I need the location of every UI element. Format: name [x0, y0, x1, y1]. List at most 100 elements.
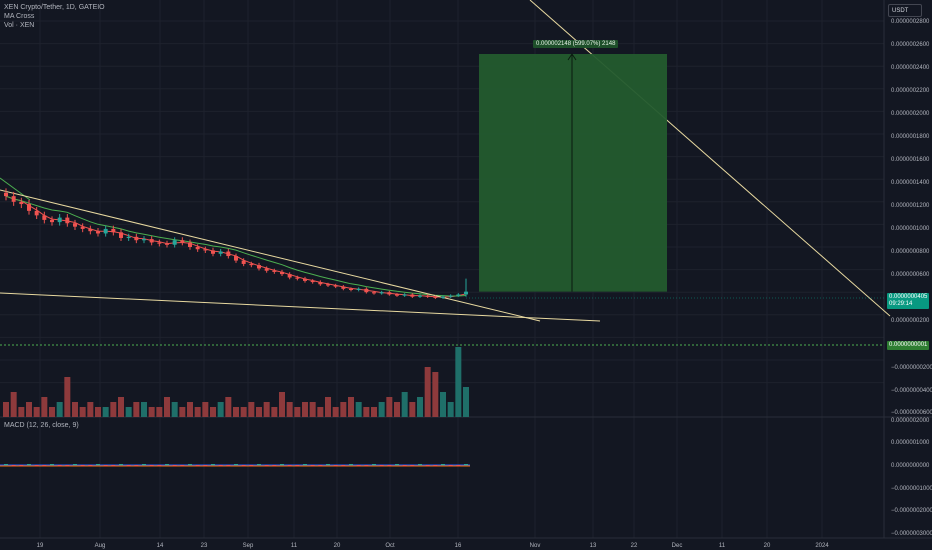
time-axis-label: 14 — [157, 543, 164, 549]
symbol-legend[interactable]: XEN Crypto/Tether, 1D, GATEIO — [4, 4, 105, 11]
time-axis-label: 20 — [764, 543, 771, 549]
time-axis-label: 13 — [590, 543, 597, 549]
price-axis-label: 0.0000001200 — [891, 203, 930, 209]
macd-histogram-bar — [42, 465, 47, 467]
price-axis-label: 0.0000002200 — [891, 88, 930, 94]
candle-body — [96, 231, 100, 234]
macd-histogram-bar — [11, 465, 16, 467]
candle-body — [172, 240, 177, 245]
macd-axis-label: −0.0000001000 — [891, 486, 932, 492]
price-axis-label: −0.0000000200 — [891, 365, 932, 371]
volume-bar — [3, 402, 9, 417]
price-axis-label: −0.0000000400 — [891, 388, 932, 394]
volume-bar — [10, 392, 17, 417]
volume-bar — [164, 397, 170, 417]
currency-button[interactable]: USDT — [888, 4, 922, 17]
macd-histogram-bar — [165, 464, 169, 466]
volume-legend[interactable]: Vol · XEN — [4, 22, 35, 29]
volume-bar — [187, 402, 193, 417]
macd-axis-label: −0.0000002000 — [891, 508, 932, 514]
candle-body — [80, 226, 85, 229]
price-axis-label: 0.0000001600 — [891, 157, 930, 163]
time-axis-label: Aug — [95, 543, 106, 549]
candle-body — [456, 294, 461, 296]
macd-histogram-bar — [272, 465, 277, 467]
candle-body — [73, 223, 77, 227]
macd-histogram-bar — [34, 465, 39, 467]
macd-pane — [0, 464, 470, 467]
candles — [4, 188, 468, 300]
long-position-tool — [479, 53, 667, 292]
price-axis-label: −0.0000000600 — [891, 410, 932, 416]
candle-body — [149, 239, 154, 243]
volume-bar — [194, 407, 201, 417]
volume-bar — [95, 407, 101, 417]
volume-bar — [271, 407, 278, 417]
volume-bar — [179, 407, 186, 417]
macd-histogram-bar — [65, 465, 70, 467]
price-axis-label: 0.0000001400 — [891, 180, 930, 186]
volume-bar — [378, 402, 385, 417]
candle-body — [11, 196, 16, 202]
macd-histogram-bar — [318, 465, 323, 467]
macd-histogram-bar — [257, 464, 261, 466]
volume-bar — [371, 407, 377, 417]
macd-histogram-bar — [310, 465, 315, 467]
macd-histogram-bar — [387, 465, 392, 467]
macd-histogram-bar — [126, 465, 131, 467]
candle-body — [303, 278, 307, 281]
volume-bar — [87, 402, 94, 417]
macd-axis-label: −0.0000003000 — [891, 531, 932, 537]
candle-body — [272, 270, 277, 272]
price-axis-label: 0.0000001000 — [891, 226, 930, 232]
macd-histogram-bar — [73, 464, 77, 466]
candle-body — [211, 250, 215, 254]
ma-slow-line — [5, 195, 467, 297]
candle-body — [318, 282, 323, 285]
volume-bar — [118, 397, 124, 417]
time-axis-label: 11 — [719, 543, 726, 549]
macd-histogram-bar — [96, 464, 100, 466]
macd-legend[interactable]: MACD (12, 26, close, 9) — [4, 422, 79, 429]
grid — [0, 0, 932, 538]
macd-histogram-bar — [180, 465, 185, 467]
macd-histogram-bar — [364, 465, 369, 467]
volume-bar — [256, 407, 262, 417]
price-axis-label: 0.0000002400 — [891, 65, 930, 71]
macd-histogram-bar — [134, 465, 139, 467]
time-axis-label: 23 — [201, 543, 208, 549]
volume-bar — [325, 397, 331, 417]
volume-bar — [133, 402, 140, 417]
candle-body — [387, 292, 392, 295]
price-axis-label: 0.0000000200 — [891, 318, 930, 324]
candle-body — [134, 236, 139, 241]
candle-body — [341, 286, 346, 289]
time-axis-label: 11 — [291, 543, 298, 549]
volume-bar — [309, 402, 316, 417]
volume-bar — [56, 402, 63, 417]
countdown-value: 09:29:14 — [889, 301, 913, 307]
volume-bar — [248, 402, 255, 417]
volume-bar — [432, 372, 439, 417]
candle-body — [264, 268, 269, 271]
volume-bar — [455, 347, 462, 417]
volume-bar — [110, 402, 117, 417]
time-axis-label: 22 — [631, 543, 638, 549]
candle-body — [111, 228, 116, 233]
macd-histogram-bar — [410, 465, 415, 467]
candle-body — [19, 201, 24, 205]
time-axis-label: Dec — [672, 543, 683, 549]
time-axis-label: 20 — [334, 543, 341, 549]
candle-body — [34, 210, 39, 216]
macd-histogram-bar — [418, 464, 422, 466]
time-axis-label: Nov — [530, 543, 541, 549]
volume-bar — [386, 397, 393, 417]
time-axis-label: 19 — [37, 543, 44, 549]
candle-body — [441, 296, 445, 298]
volume-bar — [401, 392, 408, 417]
ma-cross-legend[interactable]: MA Cross — [4, 13, 35, 20]
volume-bar — [409, 402, 416, 417]
candle-body — [257, 265, 261, 269]
macd-histogram-bar — [203, 465, 208, 467]
